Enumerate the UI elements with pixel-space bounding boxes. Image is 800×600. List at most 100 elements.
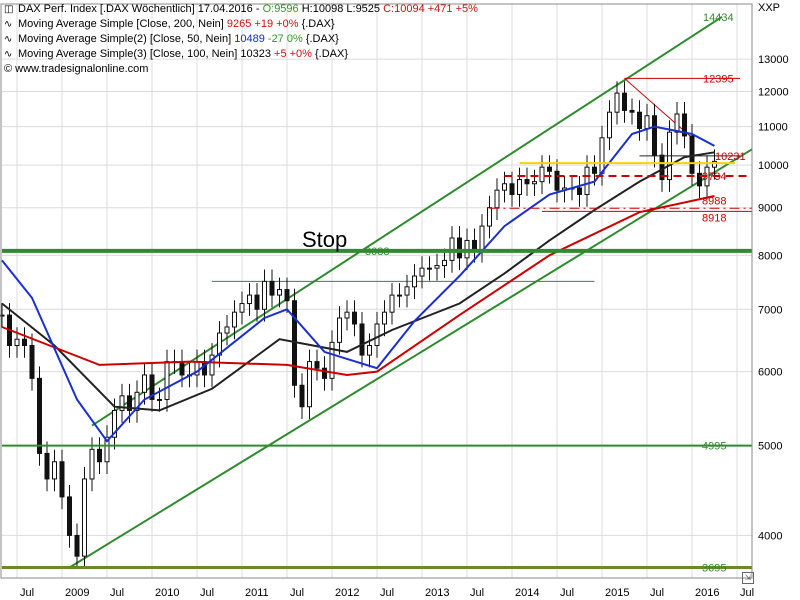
candle bbox=[674, 113, 680, 133]
candle bbox=[269, 280, 275, 296]
candle bbox=[67, 496, 72, 536]
candle bbox=[389, 294, 395, 313]
legend-ma100: ∿ Moving Average Simple(3) [Close, 100, N… bbox=[4, 48, 349, 60]
candle bbox=[382, 311, 387, 325]
legend-main: ◫ DAX Perf. Index [.DAX Wöchentlich] 17.0… bbox=[4, 3, 478, 15]
x-tick-label: Jul bbox=[20, 587, 34, 599]
candle bbox=[652, 115, 657, 156]
candle bbox=[239, 303, 245, 313]
candle bbox=[359, 323, 365, 356]
candle bbox=[329, 341, 335, 379]
candle bbox=[457, 237, 462, 259]
sma50-line bbox=[1, 125, 715, 443]
level-label: 10231 bbox=[715, 151, 746, 163]
candle bbox=[607, 111, 612, 139]
candle bbox=[337, 317, 342, 343]
candle bbox=[104, 436, 110, 463]
candle bbox=[712, 160, 717, 168]
candle bbox=[517, 179, 522, 195]
y-tick-label: 4000 bbox=[758, 530, 782, 542]
candle bbox=[614, 92, 620, 113]
candle bbox=[59, 461, 65, 498]
candle bbox=[179, 361, 185, 376]
x-tick-label: Jul bbox=[200, 587, 214, 599]
x-tick-label: Jul bbox=[650, 587, 664, 599]
candle bbox=[502, 183, 507, 191]
candle bbox=[224, 326, 230, 334]
candle bbox=[307, 361, 312, 408]
candle bbox=[532, 181, 537, 185]
candle bbox=[209, 354, 215, 376]
y-tick-label: 10000 bbox=[758, 160, 789, 172]
candle bbox=[344, 311, 350, 319]
level-label: 3695 bbox=[702, 562, 726, 574]
candle bbox=[509, 183, 515, 195]
candle bbox=[434, 265, 440, 269]
x-tick-label: 2011 bbox=[245, 587, 269, 599]
candle bbox=[689, 135, 695, 174]
line-icon: ∿ bbox=[4, 34, 13, 45]
candle bbox=[232, 311, 237, 328]
candle bbox=[314, 361, 320, 369]
x-tick-label: 2013 bbox=[425, 587, 449, 599]
candle bbox=[44, 452, 50, 480]
sma200-line bbox=[1, 195, 715, 377]
sma100-line bbox=[1, 151, 715, 412]
x-tick-label: 2012 bbox=[335, 587, 359, 599]
x-tick-label: Jul bbox=[380, 587, 394, 599]
candle bbox=[479, 225, 485, 251]
resize-icon[interactable]: ⇲ bbox=[742, 572, 754, 584]
candle bbox=[74, 534, 80, 557]
level-label: 14434 bbox=[703, 12, 734, 24]
x-tick-label: 2016 bbox=[695, 587, 719, 599]
candle bbox=[367, 344, 372, 356]
candle bbox=[547, 166, 552, 172]
y-axis-unit: XXP bbox=[758, 2, 781, 14]
candle bbox=[52, 461, 57, 480]
candle bbox=[284, 289, 290, 302]
candle bbox=[419, 267, 425, 277]
candle bbox=[157, 398, 162, 401]
candle bbox=[599, 137, 605, 174]
x-tick-label: Jul bbox=[470, 587, 484, 599]
candle bbox=[622, 92, 627, 111]
candle bbox=[127, 395, 132, 411]
candle bbox=[112, 409, 117, 438]
x-tick-label: Jul bbox=[740, 587, 754, 599]
candle bbox=[89, 448, 95, 480]
candle bbox=[427, 267, 432, 270]
candle-icon: ◫ bbox=[4, 4, 14, 15]
candle bbox=[299, 384, 305, 408]
candle bbox=[374, 323, 380, 346]
y-tick-label: 9000 bbox=[758, 203, 782, 215]
x-tick-label: Jul bbox=[290, 587, 304, 599]
candle bbox=[0, 314, 5, 317]
candle bbox=[697, 172, 702, 187]
candle bbox=[247, 294, 252, 305]
y-tick-label: 7000 bbox=[758, 304, 782, 316]
candle bbox=[119, 395, 125, 411]
candle bbox=[524, 179, 530, 185]
y-tick-label: 5000 bbox=[758, 440, 782, 452]
x-tick-label: 2009 bbox=[65, 587, 89, 599]
down-trendline bbox=[624, 78, 693, 139]
candle bbox=[494, 189, 500, 209]
candle bbox=[584, 166, 590, 195]
candle bbox=[82, 478, 87, 557]
candle bbox=[149, 374, 155, 400]
y-tick-label: 12000 bbox=[758, 86, 789, 98]
legend-ma200: ∿ Moving Average Simple [Close, 200, Nein… bbox=[4, 18, 335, 30]
candle bbox=[164, 361, 170, 400]
candle bbox=[397, 294, 402, 297]
level-label: 8088 bbox=[365, 246, 389, 258]
candle bbox=[142, 374, 147, 393]
candle bbox=[577, 187, 582, 195]
candle bbox=[22, 338, 27, 346]
level-label: 9734 bbox=[702, 171, 726, 183]
candle bbox=[412, 275, 417, 288]
level-label: 4995 bbox=[702, 441, 726, 453]
x-tick-label: Jul bbox=[560, 587, 574, 599]
candle bbox=[442, 259, 447, 267]
candle bbox=[554, 170, 560, 191]
